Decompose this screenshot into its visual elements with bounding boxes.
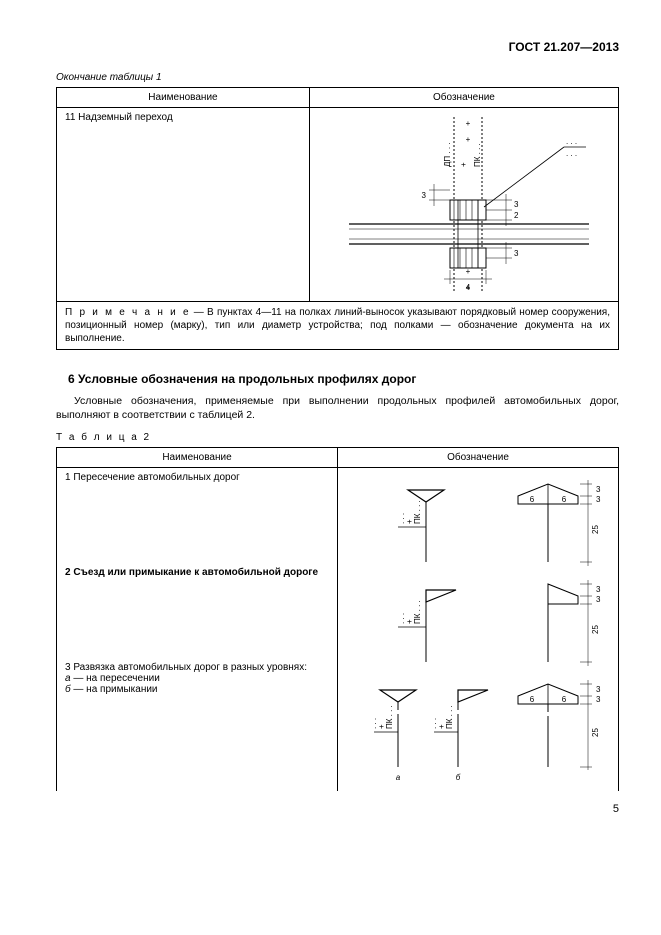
table1-col1-header: Наименование — [57, 88, 310, 108]
svg-text:ДП . . .: ДП . . . — [443, 142, 452, 167]
svg-text:а: а — [396, 773, 401, 782]
svg-text:4: 4 — [466, 283, 471, 292]
svg-text:+: + — [377, 724, 386, 729]
svg-text:6: 6 — [562, 495, 567, 504]
svg-text:2: 2 — [514, 211, 519, 220]
svg-text:. . .: . . . — [369, 718, 378, 729]
svg-text:+: + — [405, 619, 414, 624]
svg-text:3: 3 — [596, 495, 601, 504]
svg-text:3: 3 — [596, 585, 601, 594]
svg-text:3: 3 — [596, 595, 601, 604]
overpass-diagram: + + + + — [334, 112, 594, 297]
svg-text:ПК . . .: ПК . . . — [385, 706, 394, 730]
table2-diagrams: ПК . . . + . . . 6 6 3 3 — [338, 468, 619, 792]
svg-text:6: 6 — [530, 695, 535, 704]
crossing-symbol: ПК . . . + . . . 6 6 3 3 — [348, 472, 608, 572]
svg-text:б: б — [456, 773, 461, 782]
table2-row1: 1 Пересечение автомобильных дорог — [65, 472, 329, 483]
svg-text:. . .: . . . — [397, 513, 406, 524]
svg-text:. . .: . . . — [397, 613, 406, 624]
page-number: 5 — [56, 803, 619, 815]
svg-text:3: 3 — [514, 249, 519, 258]
svg-text:ПК . . .: ПК . . . — [445, 706, 454, 730]
svg-text:ПК . . .: ПК . . . — [413, 501, 422, 525]
svg-text:+: + — [466, 119, 471, 128]
table1-note: П р и м е ч а н и е — В пунктах 4—11 на … — [57, 302, 619, 350]
svg-text:6: 6 — [562, 695, 567, 704]
svg-text:+: + — [466, 135, 471, 144]
table1-end-caption: Окончание таблицы 1 — [56, 72, 619, 83]
svg-text:6: 6 — [530, 495, 535, 504]
svg-text:+: + — [437, 724, 446, 729]
section-6-heading: 6 Условные обозначения на продольных про… — [68, 372, 619, 386]
svg-text:3: 3 — [421, 191, 426, 200]
table-1: Наименование Обозначение 11 Надземный пе… — [56, 87, 619, 350]
page: ГОСТ 21.207—2013 Окончание таблицы 1 Наи… — [0, 0, 661, 845]
svg-text:25: 25 — [591, 525, 600, 534]
table1-col2-header: Обозначение — [309, 88, 618, 108]
table2-rows-names: 1 Пересечение автомобильных дорог 2 Съез… — [57, 468, 338, 792]
svg-text:25: 25 — [591, 625, 600, 634]
note-prefix: П р и м е ч а н и е — [65, 307, 191, 318]
svg-text:ПК . . .: ПК . . . — [473, 143, 482, 167]
table1-row11-name: 11 Надземный переход — [57, 108, 310, 302]
table-2: Наименование Обозначение 1 Пересечение а… — [56, 447, 619, 791]
table1-row11-diagram: + + + + — [309, 108, 618, 302]
svg-text:. . .: . . . — [566, 149, 577, 158]
svg-text:+: + — [459, 162, 468, 167]
svg-text:3: 3 — [596, 685, 601, 694]
document-code: ГОСТ 21.207—2013 — [56, 40, 619, 54]
svg-text:3: 3 — [596, 485, 601, 494]
svg-text:3: 3 — [596, 695, 601, 704]
svg-text:25: 25 — [591, 728, 600, 737]
table2-col2-header: Обозначение — [338, 448, 619, 468]
interchange-symbols: ПК . . . + . . . а ПК . . . + . . . б — [348, 672, 608, 787]
table2-row2: 2 Съезд или примыкание к автомобильной д… — [65, 567, 329, 578]
table2-col1-header: Наименование — [57, 448, 338, 468]
table2-caption: Т а б л и ц а 2 — [56, 432, 619, 443]
section-6-paragraph: Условные обозначения, применяемые при вы… — [56, 394, 619, 422]
svg-text:+: + — [405, 519, 414, 524]
svg-text:. . .: . . . — [566, 137, 577, 146]
svg-text:ПК . . .: ПК . . . — [413, 601, 422, 625]
svg-text:3: 3 — [514, 200, 519, 209]
table2-row3: 3 Развязка автомобильных дорог в разных … — [65, 662, 329, 695]
svg-text:. . .: . . . — [429, 718, 438, 729]
junction-symbol: ПК . . . + . . . 3 3 25 — [348, 572, 608, 672]
